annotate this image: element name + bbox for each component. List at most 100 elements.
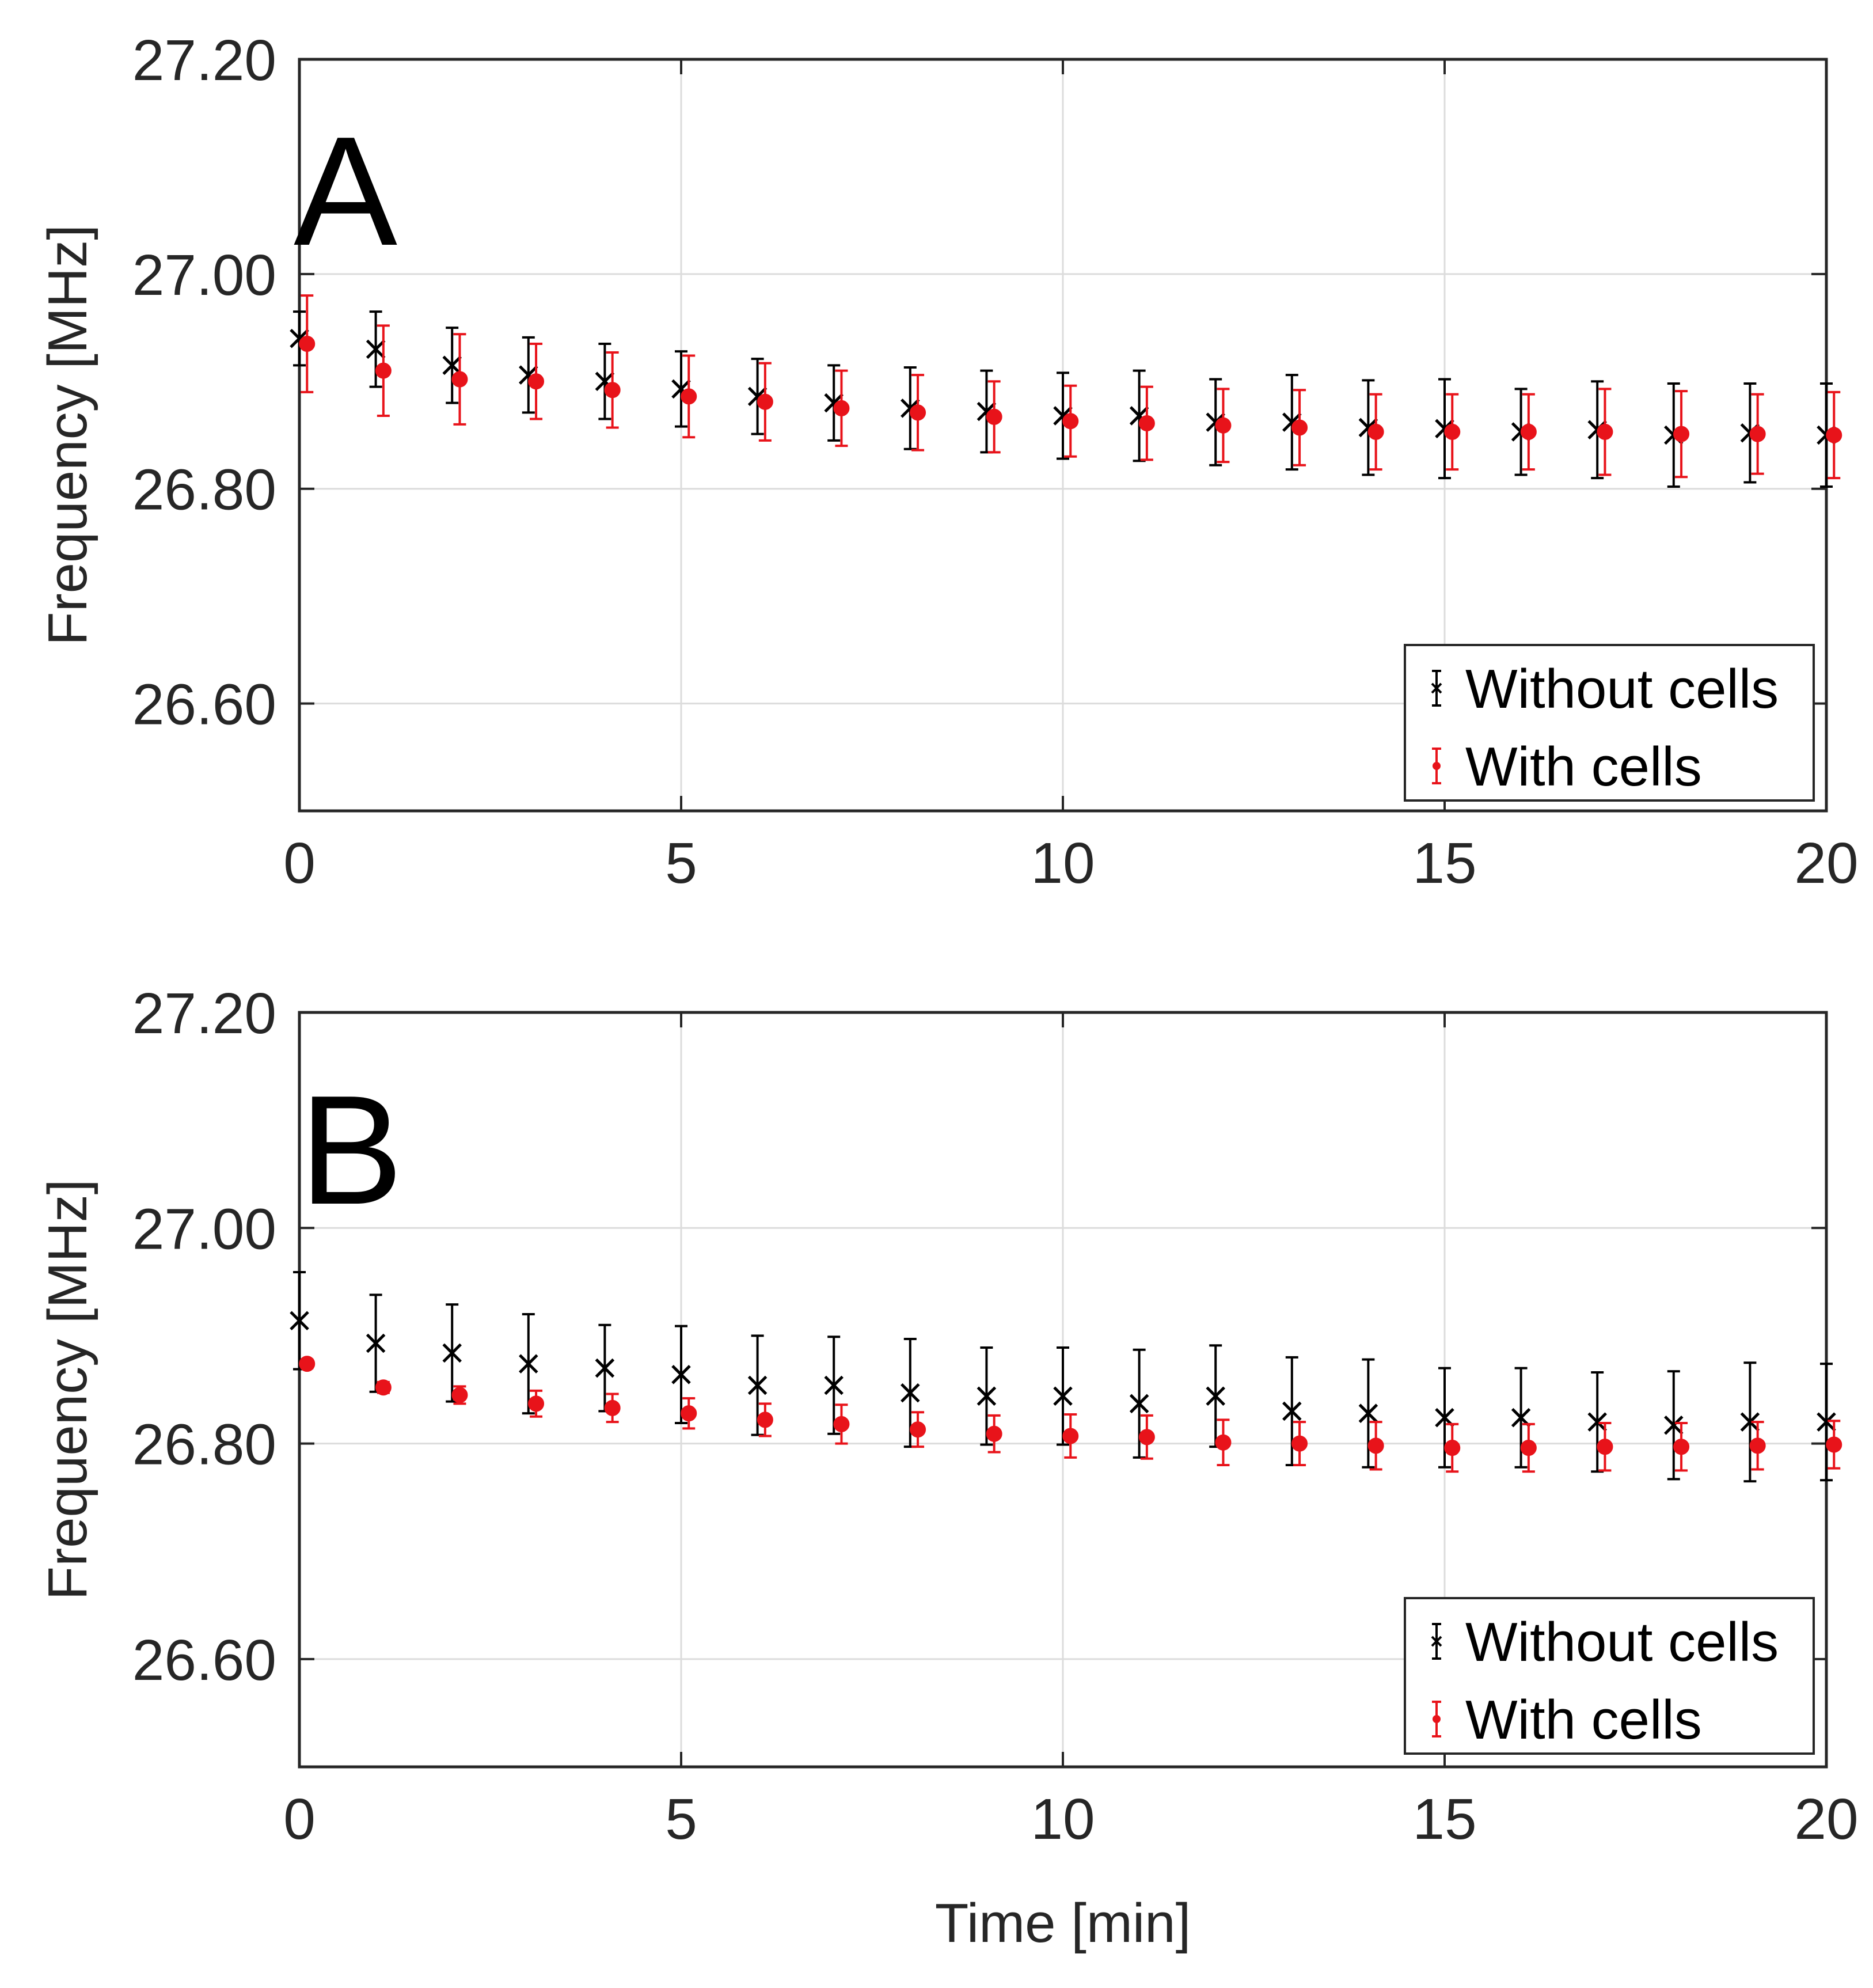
data-point [1053,406,1073,426]
data-point [1817,1412,1836,1432]
data-point [290,1311,309,1330]
data-point [910,404,926,421]
legend-label: Without cells [1465,1611,1779,1673]
panel-label: B [299,1064,403,1237]
data-point [1740,1412,1760,1432]
data-point [901,399,920,418]
data-point [833,1416,850,1432]
data-point [824,393,844,413]
x-tick-label: 5 [665,831,697,896]
chart-panel-b: 0 5 10 15 20 26.60 26.80 27.00 27.20 Frequency [M… [37,981,1859,1954]
data-point [451,1387,468,1403]
legend-marker [1433,1715,1441,1723]
data-point [1291,419,1308,436]
data-point [299,1356,316,1372]
x-tick-label: 10 [1031,831,1095,896]
data-point [1511,1407,1531,1428]
legend: Without cells With cells [1404,1597,1815,1755]
y-tick-label: 27.00 [132,1197,276,1261]
data-point [1129,406,1149,426]
x-tick-label: 0 [283,831,316,896]
data-point [1129,1394,1149,1414]
legend-box [1404,644,1815,802]
data-point [977,1386,997,1406]
data-point [1673,1439,1690,1455]
x-tick-label: 20 [1794,1787,1858,1852]
data-point [824,1375,844,1395]
data-point [1826,1436,1842,1453]
data-point [299,336,316,352]
data-point [1826,427,1842,443]
data-point [604,382,621,399]
data-point [910,1421,926,1438]
data-point [1444,1440,1461,1456]
data-point [1367,1437,1384,1454]
data-point [1282,1401,1302,1421]
x-axis-label: Time [min] [935,1892,1191,1954]
x-tick-label: 20 [1794,831,1858,896]
data-point [366,339,386,359]
data-point [833,400,850,416]
y-tick-label: 27.20 [132,28,276,93]
panel-label: A [294,105,398,278]
data-point [901,1383,920,1403]
data-point [442,355,462,375]
data-point [375,1379,392,1396]
data-point [1435,419,1454,439]
data-point [290,328,309,348]
data-point [1749,426,1766,442]
legend-box [1404,1597,1815,1755]
data-point [977,401,997,422]
y-axis-label: Frequency [MHz] [37,1179,98,1600]
data-point [1138,415,1155,431]
data-point [681,1405,697,1422]
data-point [747,386,768,407]
data-point [595,1358,615,1378]
data-point [1367,423,1384,440]
data-point [1282,412,1302,432]
data-point [528,1395,545,1412]
data-point [519,365,538,385]
legend-label: Without cells [1465,658,1779,720]
x-tick-label: 5 [665,1787,697,1852]
series-without-cells [290,1271,1836,1483]
y-tick-label: 27.00 [132,243,276,308]
legend: Without cells With cells [1404,644,1815,802]
data-point [1597,1439,1613,1455]
y-tick-label: 27.20 [132,981,276,1046]
data-point [986,1425,1002,1442]
data-point [1664,1415,1684,1435]
data-point [1749,1437,1766,1454]
data-point [671,379,691,399]
data-point [1215,1434,1232,1451]
data-point [1597,423,1613,440]
data-point [604,1399,621,1416]
legend-marker [1431,1636,1442,1647]
x-tick-label: 15 [1412,1787,1476,1852]
data-point [1206,1386,1225,1406]
data-point [451,371,468,388]
data-point [671,1365,691,1384]
x-tick-label: 0 [283,1787,316,1852]
y-tick-label: 26.60 [132,673,276,737]
data-point [442,1343,462,1363]
data-point [1520,423,1537,440]
data-point [1291,1435,1308,1452]
series-with-cells [299,1356,1842,1473]
data-point [528,373,545,390]
data-point [1587,1412,1607,1432]
data-point [1444,423,1461,440]
x-tick-label: 15 [1412,831,1476,896]
data-point [1062,1428,1079,1444]
data-point [1358,1403,1378,1423]
data-point [375,362,392,379]
legend-marker [1431,682,1442,694]
chart-panel-a: 0 5 10 15 20 26.60 26.80 27.00 27.20 Frequency [M… [37,28,1859,896]
y-tick-label: 26.80 [132,1413,276,1477]
legend-label: With cells [1465,736,1702,798]
legend-marker [1433,762,1441,770]
data-point [595,371,615,392]
data-point [1206,412,1225,432]
y-tick-label: 26.60 [132,1628,276,1693]
